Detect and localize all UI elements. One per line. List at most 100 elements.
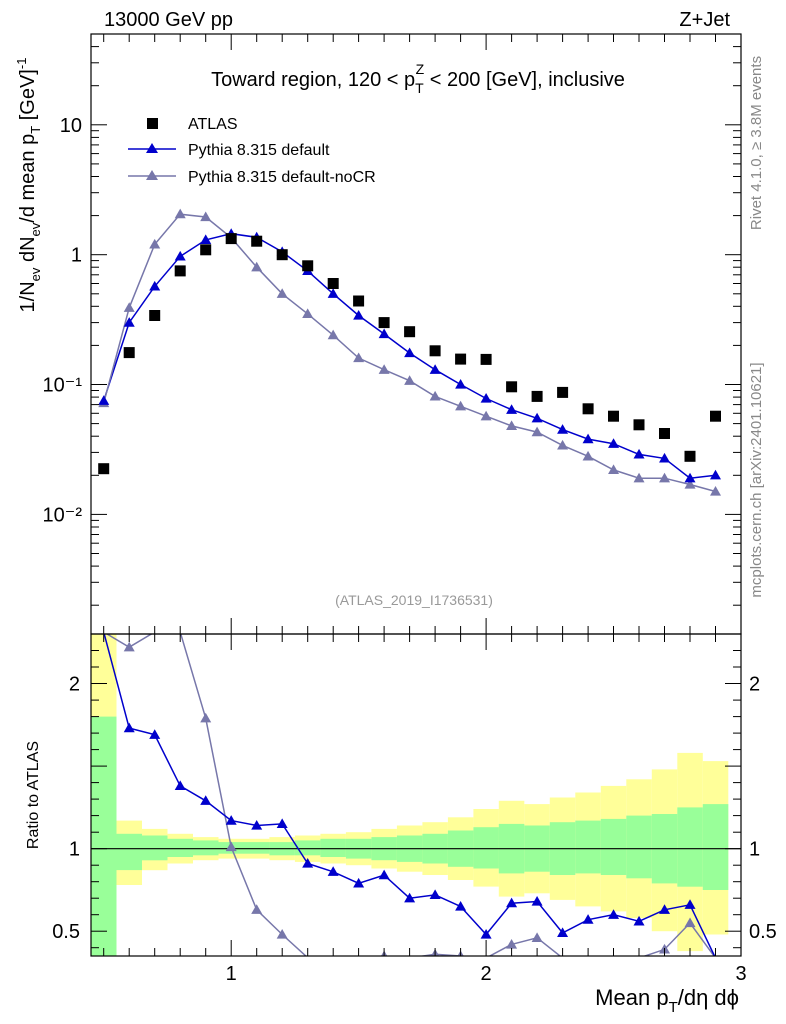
- band-inner-bin: [116, 833, 142, 871]
- analysis-id: (ATLAS_2019_I1736531): [335, 592, 493, 608]
- point-default: [557, 424, 569, 434]
- point-atlas: [353, 295, 365, 307]
- point-atlas: [608, 410, 619, 422]
- ratio-point-nocr: [506, 938, 518, 949]
- point-nocr: [327, 329, 339, 340]
- point-nocr: [200, 211, 212, 222]
- point-default: [174, 250, 186, 261]
- energy-label: 13000 GeV pp: [104, 9, 233, 31]
- legend-label-default: Pythia 8.315 default: [188, 142, 330, 159]
- point-default: [582, 433, 594, 444]
- point-default: [684, 472, 696, 483]
- ratio-ytick-label: 1: [69, 839, 80, 861]
- point-atlas: [531, 390, 543, 402]
- point-atlas: [582, 403, 594, 415]
- main-ytick-label: 10⁻²: [43, 504, 83, 526]
- point-nocr: [582, 450, 594, 461]
- point-nocr: [455, 400, 467, 411]
- point-nocr: [378, 364, 390, 374]
- point-default: [455, 379, 467, 389]
- ratio-point-default: [225, 815, 237, 825]
- main-ytick-label: 10: [60, 115, 82, 137]
- main-title: Toward region, 120 < pTZ < 200 [GeV], in…: [211, 61, 625, 96]
- ratio-bands: [91, 634, 729, 956]
- point-atlas: [710, 410, 721, 422]
- ratio-point-nocr: [531, 932, 543, 942]
- rivet-label: Rivet 4.1.0, ≥ 3.8M events: [748, 56, 765, 230]
- point-atlas: [659, 428, 670, 439]
- ratio-point-nocr: [123, 641, 135, 652]
- point-atlas: [174, 265, 186, 277]
- point-default: [353, 310, 365, 320]
- point-default: [710, 469, 722, 480]
- point-atlas: [149, 310, 161, 321]
- band-inner-bin: [575, 820, 601, 874]
- point-atlas: [429, 345, 441, 357]
- ratio-series: [91, 634, 741, 956]
- xtick-label: 3: [735, 963, 746, 985]
- point-nocr: [659, 472, 671, 483]
- ratio-point-default: [633, 915, 645, 926]
- ratio-point-default: [506, 897, 518, 908]
- point-default: [123, 317, 135, 327]
- ratio-ytick-label-right: 0.5: [749, 921, 777, 943]
- ratio-point-default: [480, 929, 492, 939]
- band-inner-bin: [193, 840, 219, 856]
- point-nocr: [506, 420, 518, 431]
- ratio-point-default: [174, 780, 186, 791]
- ratio-ytick-label-right: 1: [749, 839, 760, 861]
- axes: 10 1 10⁻¹ 10⁻² 2 2 1 1 0.5 0.5 1 2 3: [43, 33, 777, 985]
- point-default: [149, 280, 161, 291]
- point-default: [327, 288, 339, 298]
- ratio-point-nocr: [276, 929, 288, 939]
- ratio-ytick-label: 2: [69, 674, 80, 696]
- band-inner-bin: [91, 716, 117, 956]
- band-inner-bin: [167, 838, 193, 857]
- point-default: [480, 393, 492, 403]
- point-atlas: [200, 244, 212, 256]
- ratio-point-default: [557, 927, 569, 938]
- main-ytick-label: 10⁻¹: [43, 375, 83, 397]
- ratio-frame: [90, 633, 742, 957]
- ratio-point-nocr: [251, 904, 263, 914]
- ratio-point-nocr: [200, 712, 212, 723]
- point-default: [506, 404, 518, 414]
- point-default: [659, 452, 671, 463]
- band-inner-bin: [600, 818, 627, 875]
- point-atlas: [98, 463, 110, 475]
- band-inner-bin: [626, 815, 652, 879]
- ratio-point-default: [531, 896, 543, 906]
- point-nocr: [302, 308, 314, 318]
- point-nocr: [251, 261, 263, 272]
- band-inner-bin: [243, 842, 270, 854]
- point-nocr: [404, 375, 416, 385]
- point-nocr: [149, 238, 161, 249]
- point-atlas: [506, 381, 518, 393]
- point-nocr: [123, 302, 135, 312]
- ratio-point-default: [429, 889, 441, 900]
- ratio-ytick-label-right: 2: [749, 674, 760, 696]
- point-nocr: [684, 478, 696, 489]
- ratio-point-default: [353, 877, 365, 888]
- ratio-point-default: [608, 909, 620, 919]
- point-atlas: [404, 326, 416, 338]
- point-nocr: [353, 352, 365, 363]
- point-nocr: [531, 426, 543, 437]
- point-atlas: [633, 419, 645, 431]
- ratio-point-default: [123, 722, 135, 733]
- xtick-label: 1: [226, 963, 237, 985]
- xlabel: Mean pT/dη dϕ: [595, 985, 739, 1016]
- point-nocr: [480, 410, 492, 421]
- point-atlas: [225, 233, 237, 245]
- ratio-ylabel: Ratio to ATLAS: [25, 741, 42, 849]
- point-atlas: [557, 386, 569, 398]
- point-nocr: [608, 464, 620, 475]
- ratio-point-default: [404, 892, 416, 903]
- legend-label-atlas: ATLAS: [188, 116, 238, 133]
- point-atlas: [276, 249, 288, 261]
- legend-marker-default: [146, 143, 158, 153]
- point-default: [531, 412, 543, 423]
- process-label: Z+Jet: [679, 9, 730, 31]
- point-default: [633, 448, 645, 459]
